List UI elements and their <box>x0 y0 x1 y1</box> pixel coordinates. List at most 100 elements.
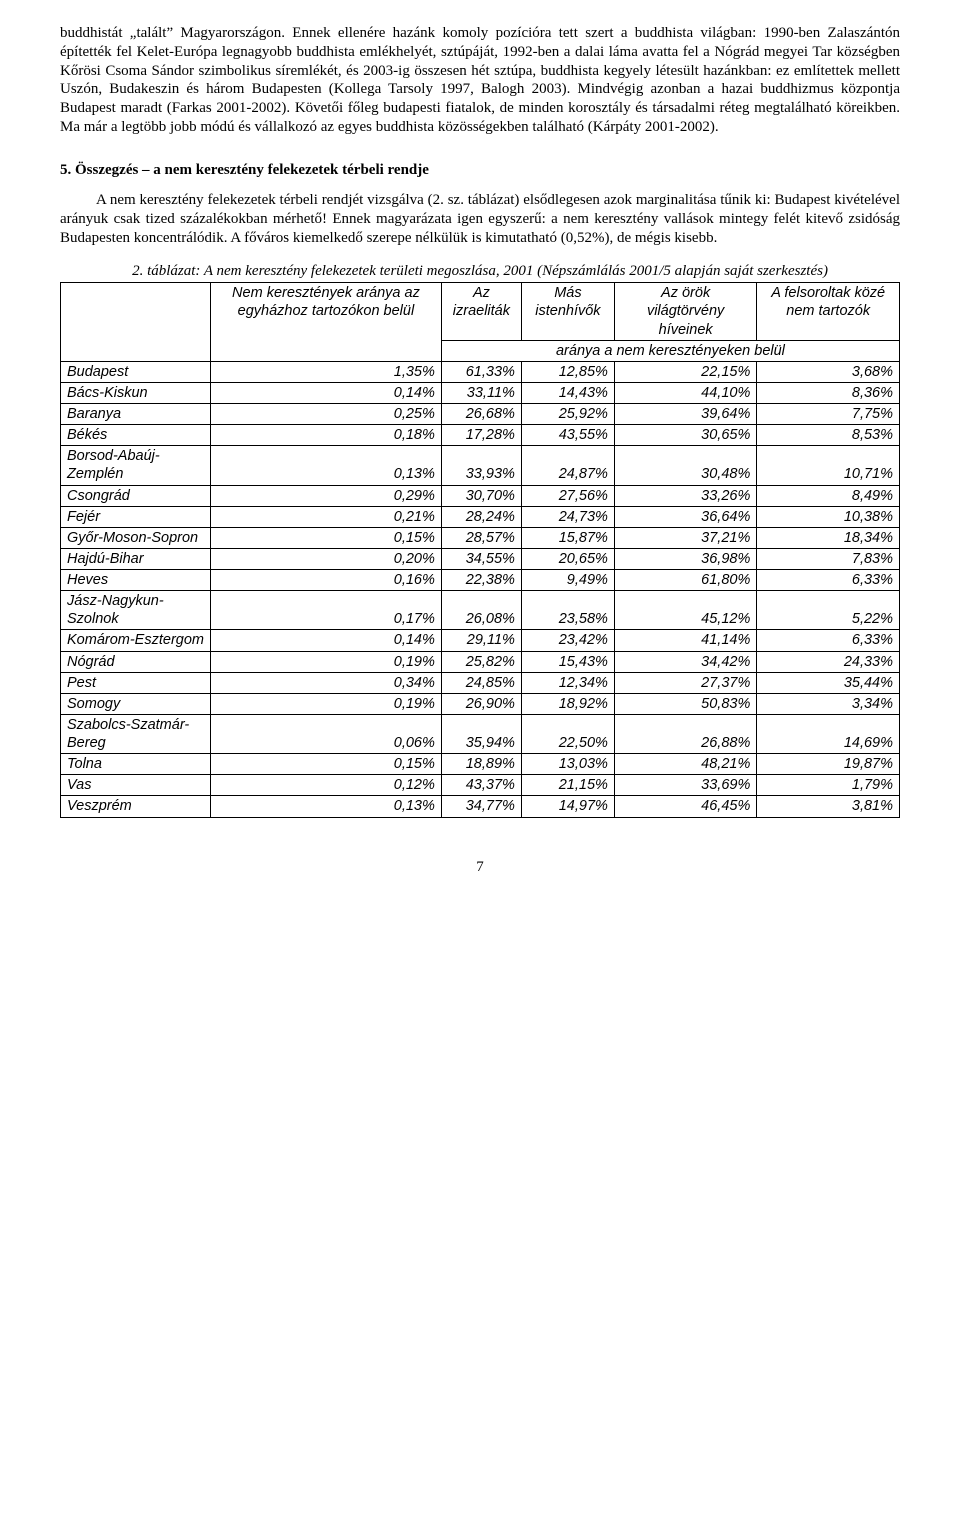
col-empty <box>61 283 211 362</box>
cell-value: 8,36% <box>757 382 900 403</box>
col-header-1: Nem keresztények aránya az egyházhoz tar… <box>210 283 441 362</box>
table-row: Komárom-Esztergom0,14%29,11%23,42%41,14%… <box>61 630 900 651</box>
row-label: Békés <box>61 425 211 446</box>
cell-value: 34,42% <box>614 651 756 672</box>
cell-value: 3,81% <box>757 796 900 817</box>
cell-value: 0,20% <box>210 548 441 569</box>
cell-value: 22,50% <box>521 714 614 753</box>
row-label: Győr-Moson-Sopron <box>61 527 211 548</box>
col-header-4: Az örök világtörvény híveinek <box>614 283 756 340</box>
cell-value: 21,15% <box>521 775 614 796</box>
cell-value: 46,45% <box>614 796 756 817</box>
cell-value: 27,56% <box>521 485 614 506</box>
paragraph-summary: A nem keresztény felekezetek térbeli ren… <box>60 191 900 247</box>
cell-value: 0,12% <box>210 775 441 796</box>
row-label: Budapest <box>61 361 211 382</box>
row-label: Somogy <box>61 693 211 714</box>
cell-value: 14,43% <box>521 382 614 403</box>
cell-value: 36,98% <box>614 548 756 569</box>
table-row: Budapest1,35%61,33%12,85%22,15%3,68% <box>61 361 900 382</box>
cell-value: 0,14% <box>210 382 441 403</box>
row-label: Baranya <box>61 404 211 425</box>
cell-value: 14,69% <box>757 714 900 753</box>
paragraph-intro: buddhistát „talált” Magyarországon. Enne… <box>60 24 900 137</box>
cell-value: 0,13% <box>210 796 441 817</box>
section-heading: 5. Összegzés – a nem keresztény felekeze… <box>60 161 900 180</box>
table-header-row: Nem keresztények aránya az egyházhoz tar… <box>61 283 900 340</box>
cell-value: 24,87% <box>521 446 614 485</box>
cell-value: 8,53% <box>757 425 900 446</box>
cell-value: 50,83% <box>614 693 756 714</box>
cell-value: 12,34% <box>521 672 614 693</box>
row-label: Szabolcs-Szatmár-Bereg <box>61 714 211 753</box>
cell-value: 22,15% <box>614 361 756 382</box>
cell-value: 43,55% <box>521 425 614 446</box>
cell-value: 33,11% <box>441 382 521 403</box>
span-label: aránya a nem keresztényeken belül <box>441 340 899 361</box>
table-row: Győr-Moson-Sopron0,15%28,57%15,87%37,21%… <box>61 527 900 548</box>
cell-value: 6,33% <box>757 570 900 591</box>
page-number: 7 <box>60 858 900 877</box>
cell-value: 0,15% <box>210 527 441 548</box>
cell-value: 44,10% <box>614 382 756 403</box>
cell-value: 18,92% <box>521 693 614 714</box>
cell-value: 18,89% <box>441 754 521 775</box>
row-label: Csongrád <box>61 485 211 506</box>
cell-value: 28,57% <box>441 527 521 548</box>
row-label: Vas <box>61 775 211 796</box>
table-row: Hajdú-Bihar0,20%34,55%20,65%36,98%7,83% <box>61 548 900 569</box>
cell-value: 25,82% <box>441 651 521 672</box>
cell-value: 26,90% <box>441 693 521 714</box>
table-row: Baranya0,25%26,68%25,92%39,64%7,75% <box>61 404 900 425</box>
cell-value: 17,28% <box>441 425 521 446</box>
table-row: Somogy0,19%26,90%18,92%50,83%3,34% <box>61 693 900 714</box>
cell-value: 26,68% <box>441 404 521 425</box>
cell-value: 45,12% <box>614 591 756 630</box>
cell-value: 61,80% <box>614 570 756 591</box>
row-label: Hajdú-Bihar <box>61 548 211 569</box>
row-label: Tolna <box>61 754 211 775</box>
cell-value: 0,29% <box>210 485 441 506</box>
cell-value: 0,13% <box>210 446 441 485</box>
row-label: Jász-Nagykun-Szolnok <box>61 591 211 630</box>
cell-value: 14,97% <box>521 796 614 817</box>
cell-value: 33,26% <box>614 485 756 506</box>
cell-value: 37,21% <box>614 527 756 548</box>
cell-value: 30,48% <box>614 446 756 485</box>
table-body: Budapest1,35%61,33%12,85%22,15%3,68%Bács… <box>61 361 900 817</box>
row-label: Heves <box>61 570 211 591</box>
cell-value: 23,42% <box>521 630 614 651</box>
table-row: Szabolcs-Szatmár-Bereg0,06%35,94%22,50%2… <box>61 714 900 753</box>
cell-value: 43,37% <box>441 775 521 796</box>
table-caption: 2. táblázat: A nem keresztény felekezete… <box>60 262 900 281</box>
row-label: Komárom-Esztergom <box>61 630 211 651</box>
cell-value: 0,25% <box>210 404 441 425</box>
cell-value: 39,64% <box>614 404 756 425</box>
cell-value: 0,19% <box>210 651 441 672</box>
cell-value: 15,43% <box>521 651 614 672</box>
cell-value: 0,16% <box>210 570 441 591</box>
table-row: Pest0,34%24,85%12,34%27,37%35,44% <box>61 672 900 693</box>
cell-value: 36,64% <box>614 506 756 527</box>
cell-value: 0,06% <box>210 714 441 753</box>
row-label: Veszprém <box>61 796 211 817</box>
cell-value: 7,83% <box>757 548 900 569</box>
table-row: Csongrád0,29%30,70%27,56%33,26%8,49% <box>61 485 900 506</box>
cell-value: 20,65% <box>521 548 614 569</box>
table-row: Békés0,18%17,28%43,55%30,65%8,53% <box>61 425 900 446</box>
col-header-3: Más istenhívők <box>521 283 614 340</box>
cell-value: 0,14% <box>210 630 441 651</box>
table-row: Bács-Kiskun0,14%33,11%14,43%44,10%8,36% <box>61 382 900 403</box>
cell-value: 19,87% <box>757 754 900 775</box>
table-row: Tolna0,15%18,89%13,03%48,21%19,87% <box>61 754 900 775</box>
cell-value: 0,19% <box>210 693 441 714</box>
cell-value: 34,55% <box>441 548 521 569</box>
cell-value: 1,79% <box>757 775 900 796</box>
cell-value: 27,37% <box>614 672 756 693</box>
cell-value: 9,49% <box>521 570 614 591</box>
row-label: Borsod-Abaúj-Zemplén <box>61 446 211 485</box>
cell-value: 10,38% <box>757 506 900 527</box>
row-label: Nógrád <box>61 651 211 672</box>
cell-value: 3,34% <box>757 693 900 714</box>
cell-value: 22,38% <box>441 570 521 591</box>
